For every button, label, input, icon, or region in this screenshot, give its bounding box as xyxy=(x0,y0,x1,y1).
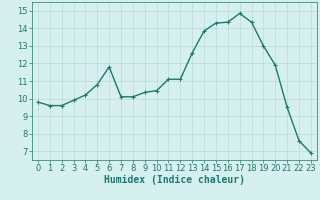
X-axis label: Humidex (Indice chaleur): Humidex (Indice chaleur) xyxy=(104,175,245,185)
